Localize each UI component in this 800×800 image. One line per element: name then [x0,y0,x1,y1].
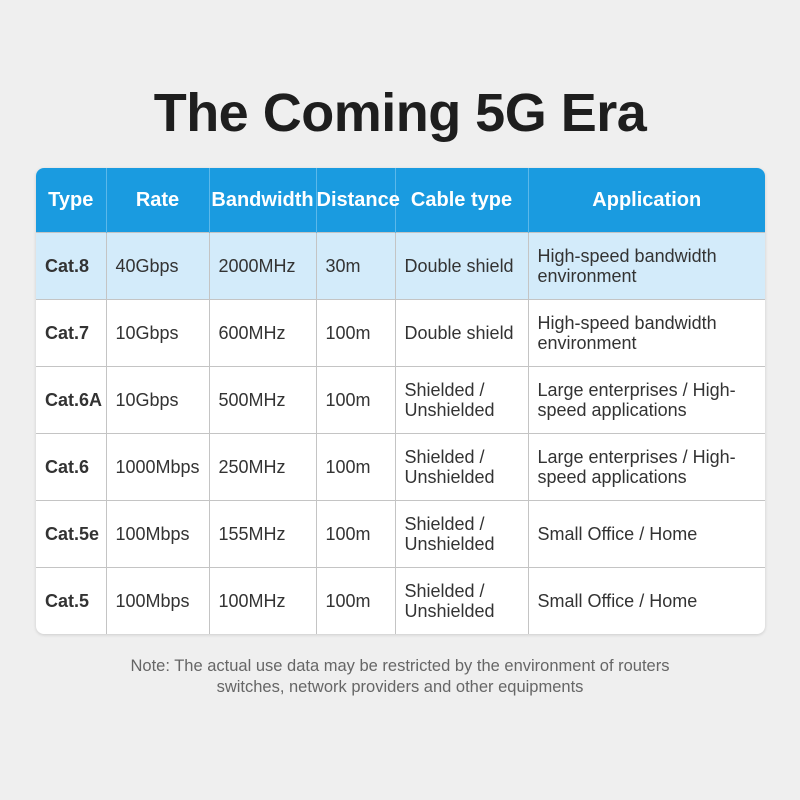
table-cell: 100m [315,366,396,434]
table-cell: 30m [315,232,396,300]
table-cell: 100m [315,433,396,501]
table-cell: Cat.6A [36,366,107,434]
table-row: Cat.6 1000Mbps 250MHz 100m Shielded / Unshie… [36,433,765,501]
table-header-row: Type Rate Bandwidth Distance Cable type Appli… [36,168,765,233]
table-row: Cat.6A 10Gbps 500MHz 100m Shielded / Unshiel… [36,366,765,434]
table-cell: 100MHz [208,567,317,634]
table-cell: Small Office / Home [527,500,765,568]
column-header: Bandwidth [208,168,316,233]
cable-comparison-table: Type Rate Bandwidth Distance Cable type Appli… [36,168,765,634]
table-cell: Shielded / Unshielded [394,500,529,568]
table-cell: Cat.5e [36,500,107,568]
table-row: Cat.5e 100Mbps 155MHz 100m Shielded / Unshie… [36,500,765,568]
table-cell: High-speed bandwidth environment [527,232,765,300]
table-cell: 40Gbps [105,232,210,300]
table-cell: High-speed bandwidth environment [527,299,765,367]
table-cell: 1000Mbps [105,433,210,501]
table-cell: Cat.7 [36,299,107,367]
table-cell: Shielded / Unshielded [394,433,529,501]
table-cell: Cat.6 [36,433,107,501]
table-cell: Shielded / Unshielded [394,567,529,634]
column-header: Distance [315,168,400,233]
table-cell: Cat.8 [36,232,107,300]
table-cell: Large enterprises / High-speed applicati… [527,366,765,434]
table-row: Cat.5 100Mbps 100MHz 100m Shielded / Unshiel… [36,567,765,634]
table-cell: Cat.5 [36,567,107,634]
table-cell: Shielded / Unshielded [394,366,529,434]
table-cell: 100Mbps [105,567,210,634]
table-cell: 10Gbps [105,299,210,367]
column-header: Application [527,168,765,233]
note-line-2: switches, network providers and other eq… [216,678,584,696]
table-cell: Double shield [394,232,529,300]
table-cell: 500MHz [208,366,317,434]
table-cell: 100Mbps [105,500,210,568]
table-cell: Double shield [394,299,529,367]
column-header: Cable type [394,168,528,233]
table-row: Cat.7 10Gbps 600MHz 100m Double shield High-s… [36,299,765,367]
table-cell: 600MHz [208,299,317,367]
footnote: Note: The actual use data may be restric… [0,656,800,698]
table-row: Cat.8 40Gbps 2000MHz 30m Double shield High-s… [36,232,765,300]
table-cell: 100m [315,500,396,568]
table-cell: 2000MHz [208,232,317,300]
table-cell: 10Gbps [105,366,210,434]
note-line-1: Note: The actual use data may be restric… [130,657,670,675]
table-cell: 100m [315,567,396,634]
table-cell: 100m [315,299,396,367]
table-cell: Small Office / Home [527,567,765,634]
column-header: Type [36,168,106,233]
table-cell: Large enterprises / High-speed applicati… [527,433,765,501]
table-cell: 250MHz [208,433,317,501]
table-cell: 155MHz [208,500,317,568]
page-title: The Coming 5G Era [153,83,647,143]
column-header: Rate [105,168,209,233]
